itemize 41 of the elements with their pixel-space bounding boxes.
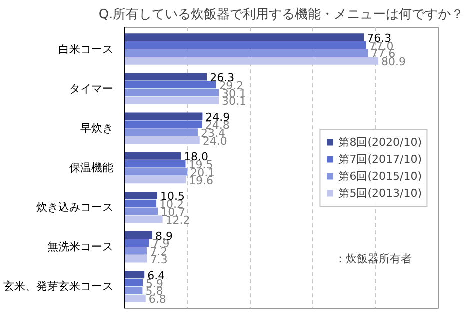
bar [124, 89, 220, 97]
bar [124, 49, 368, 57]
bar [124, 255, 148, 263]
bar [124, 128, 198, 136]
y-tick-label: タイマー [70, 82, 114, 96]
bar [124, 96, 220, 104]
legend-label: 第5回(2013/10) [338, 186, 422, 200]
bar [124, 120, 202, 128]
legend-label: 第8回(2020/10) [338, 134, 422, 150]
bar [124, 152, 182, 160]
bar [124, 232, 152, 240]
y-tick-label: 早炊き [80, 122, 114, 135]
bar [124, 192, 158, 200]
bar [124, 200, 157, 208]
bar [124, 239, 150, 247]
bar [124, 136, 200, 144]
bar [124, 168, 188, 176]
bar [124, 286, 143, 294]
bar [124, 208, 158, 216]
y-tick-label: 炊き込みコース [36, 201, 114, 214]
y-tick-label: 無洗米コース [48, 240, 114, 254]
bar [124, 279, 144, 287]
y-tick-label: 保温機能 [70, 162, 114, 174]
annotation: ：炊飯器所有者 [334, 252, 412, 266]
bar [124, 271, 145, 279]
bar [124, 57, 379, 65]
bar [124, 73, 208, 81]
legend-label: 第6回(2015/10) [338, 168, 422, 184]
chart-title: Q.所有している炊飯器で利用する機能・メニューは何ですか？ [98, 8, 464, 22]
legend-label: 第7回(2017/10) [338, 152, 422, 166]
bar [124, 216, 163, 224]
bar [124, 176, 186, 184]
bar [124, 34, 364, 42]
y-tick-label: 玄米、発芽玄米コース [4, 280, 114, 294]
bar [124, 247, 148, 255]
bar [124, 42, 366, 50]
y-tick-label: 白米コース [58, 42, 114, 56]
bar [124, 112, 203, 120]
bar [124, 294, 146, 302]
bar [124, 81, 216, 89]
bar [124, 160, 186, 168]
